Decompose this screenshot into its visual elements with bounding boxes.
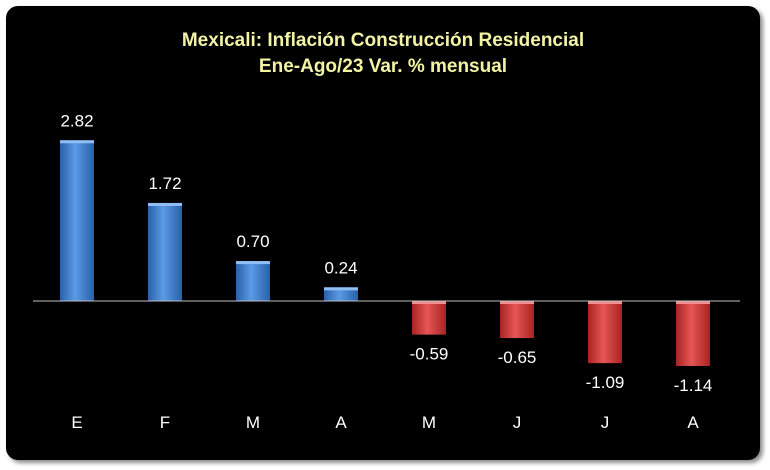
bar-bevel-7 bbox=[588, 301, 622, 304]
bar-6 bbox=[500, 301, 534, 339]
x-tick-label-4: A bbox=[335, 413, 347, 432]
bar-4 bbox=[324, 287, 358, 301]
x-tick-label-1: E bbox=[71, 413, 82, 432]
chart-frame: Mexicali: Inflación Construcción Residen… bbox=[6, 6, 760, 460]
chart-title: Mexicali: Inflación Construcción Residen… bbox=[6, 28, 760, 80]
x-tick-label-2: F bbox=[160, 413, 170, 432]
labels-group: 2.82 E 1.72 F 0.70 M 0.24 A -0.59 M -0.65 J -1.09 J -1… bbox=[60, 111, 712, 432]
bar-bevel-5 bbox=[412, 301, 446, 304]
bars-group bbox=[60, 140, 710, 366]
x-tick-label-8: A bbox=[687, 413, 699, 432]
bar-bevel-2 bbox=[148, 202, 182, 206]
data-label-8: -1.14 bbox=[674, 376, 713, 395]
data-label-3: 0.70 bbox=[236, 232, 269, 251]
data-label-1: 2.82 bbox=[60, 111, 93, 130]
x-tick-label-5: M bbox=[422, 413, 436, 432]
bar-bevel-8 bbox=[676, 301, 710, 304]
bar-5 bbox=[412, 301, 446, 335]
data-label-4: 0.24 bbox=[324, 258, 357, 277]
x-tick-label-7: J bbox=[601, 413, 610, 432]
data-label-5: -0.59 bbox=[410, 345, 449, 364]
bar-bevel-3 bbox=[236, 261, 270, 265]
data-label-2: 1.72 bbox=[148, 174, 181, 193]
chart-subtitle: Ene-Ago/23 Var. % mensual bbox=[258, 56, 508, 77]
x-tick-label-6: J bbox=[513, 413, 522, 432]
data-label-7: -1.09 bbox=[586, 373, 625, 392]
bar-1 bbox=[60, 140, 94, 301]
bar-bevel-1 bbox=[60, 140, 94, 144]
bar-3 bbox=[236, 261, 270, 301]
bar-bevel-4 bbox=[324, 287, 358, 291]
bar-2 bbox=[148, 202, 182, 301]
chart-title-line1: Mexicali: Inflación Construcción Residen… bbox=[181, 30, 585, 51]
bar-bevel-6 bbox=[500, 301, 534, 304]
bar-8 bbox=[676, 301, 710, 366]
x-tick-label-3: M bbox=[246, 413, 260, 432]
bar-7 bbox=[588, 301, 622, 364]
data-label-6: -0.65 bbox=[498, 348, 537, 367]
